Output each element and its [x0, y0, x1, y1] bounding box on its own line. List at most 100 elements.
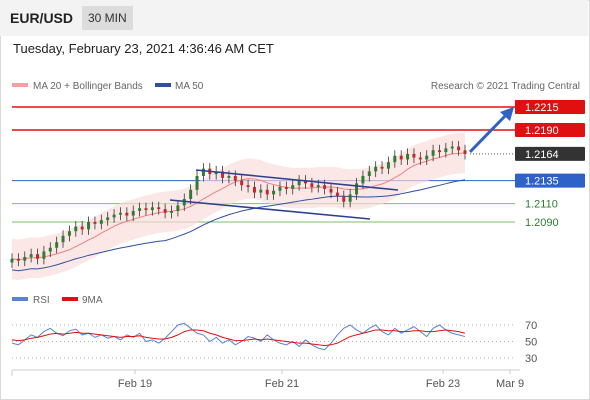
candle-body: [399, 155, 403, 160]
candle-body: [316, 185, 320, 188]
candle-body: [112, 214, 116, 218]
x-tick-label: Mar 9: [496, 378, 524, 390]
candle-body: [361, 176, 365, 184]
forecast-arrow-shaft: [468, 111, 510, 153]
candle-body: [227, 176, 231, 178]
candle-body: [144, 208, 148, 211]
candle-body: [240, 180, 244, 186]
pivot-box: [515, 173, 585, 188]
candle-body: [374, 166, 378, 172]
rsi-level-30-label: 30: [525, 353, 537, 365]
candle-body: [246, 185, 250, 188]
symbol-label: EUR/USD: [10, 10, 74, 26]
rsi-ma-legend-swatch: [62, 297, 78, 301]
candle-body: [150, 207, 154, 211]
candle-body: [425, 155, 429, 160]
x-tick-label: Feb 23: [426, 378, 460, 390]
candle-body: [10, 258, 14, 263]
candle-body: [329, 188, 333, 193]
candle-body: [201, 168, 205, 176]
candle-body: [93, 222, 97, 224]
candle-body: [303, 180, 307, 184]
rsi-level-50-label: 50: [525, 337, 537, 349]
candle-body: [291, 185, 295, 189]
candle-body: [310, 183, 314, 188]
rsi-legend: RSI 9MA: [12, 295, 103, 306]
legend-ma-bb-label: MA 20 + Bollinger Bands: [33, 81, 143, 92]
candle-body: [23, 256, 27, 261]
candle-body: [437, 150, 441, 153]
channel-upper-line: [195, 169, 399, 191]
candle-body: [297, 180, 301, 186]
rsi-legend-swatch: [12, 297, 28, 301]
legend: MA 20 + Bollinger Bands MA 50 Research ©…: [12, 81, 580, 92]
candle-body: [348, 194, 352, 202]
rsi-legend-label: RSI: [33, 295, 50, 306]
candle-body: [259, 189, 263, 193]
candle-body: [265, 189, 269, 195]
candle-body: [118, 212, 122, 215]
candle-body: [74, 226, 78, 232]
candle-body: [55, 242, 59, 248]
candle-body: [125, 212, 129, 216]
candle-body: [157, 207, 161, 210]
current-price-box: [515, 146, 585, 161]
candle-body: [323, 185, 327, 189]
resistance-1-box: [515, 123, 585, 137]
candle-body: [342, 196, 346, 202]
candle-body: [99, 220, 103, 224]
candle-body: [252, 187, 256, 193]
candle-body: [138, 208, 142, 211]
timeframe-badge[interactable]: 30 MIN: [82, 6, 133, 30]
candle-body: [367, 171, 371, 176]
resistance-1-label: 1.2190: [525, 125, 559, 137]
candle-body: [412, 153, 416, 158]
credit-label: Research © 2021 Trading Central: [431, 81, 580, 92]
candle-body: [182, 199, 186, 206]
candle-body: [195, 176, 199, 190]
legend-ma50-label: MA 50: [175, 81, 204, 92]
legend-ma50-swatch: [155, 83, 171, 87]
chart-datetime: Tuesday, February 23, 2021 4:36:46 AM CE…: [13, 41, 274, 56]
candle-body: [170, 210, 174, 213]
channel-lower-line: [169, 199, 371, 220]
resistance-2-label: 1.2215: [525, 102, 559, 114]
support-2-label: 1.2090: [525, 217, 559, 229]
candle-body: [418, 157, 422, 160]
candle-body: [463, 150, 467, 154]
candle-body: [233, 176, 237, 181]
candle-body: [380, 166, 384, 169]
candle-body: [29, 254, 33, 257]
rsi-pane: 70 50 30: [11, 320, 537, 365]
candle-body: [284, 187, 288, 189]
x-tick-label: Feb 19: [118, 378, 152, 390]
candle-body: [431, 150, 435, 156]
rsi-ma-legend-label: 9MA: [82, 295, 103, 306]
candle-body: [61, 235, 65, 243]
legend-ma-bb-swatch: [12, 83, 28, 87]
support-1-label: 1.2110: [525, 199, 558, 211]
candle-body: [450, 146, 454, 149]
candle-body: [355, 183, 359, 195]
candle-body: [106, 217, 110, 221]
price-pane: 1.2215 1.2190 1.2164 1.2135 1.2110 1.2090: [10, 100, 585, 280]
candle-body: [457, 146, 461, 151]
pivot-label: 1.2135: [525, 176, 559, 188]
candle-body: [176, 205, 180, 211]
rsi-level-70-label: 70: [525, 320, 537, 332]
candle-body: [48, 247, 52, 252]
rsi-line: [11, 322, 466, 351]
candle-body: [393, 155, 397, 163]
candle-body: [87, 222, 91, 230]
candle-body: [80, 226, 84, 230]
candle-body: [444, 148, 448, 153]
candle-body: [42, 251, 46, 259]
chart-header: EUR/USD 30 MIN: [0, 0, 588, 36]
candle-body: [272, 190, 276, 195]
x-tick-label: Feb 21: [265, 378, 299, 390]
x-axis: Feb 19 Feb 21 Feb 23 Mar 9: [118, 370, 524, 390]
candle-body: [16, 258, 20, 261]
candle-body: [278, 187, 282, 191]
rsi-ma-line: [11, 329, 466, 347]
